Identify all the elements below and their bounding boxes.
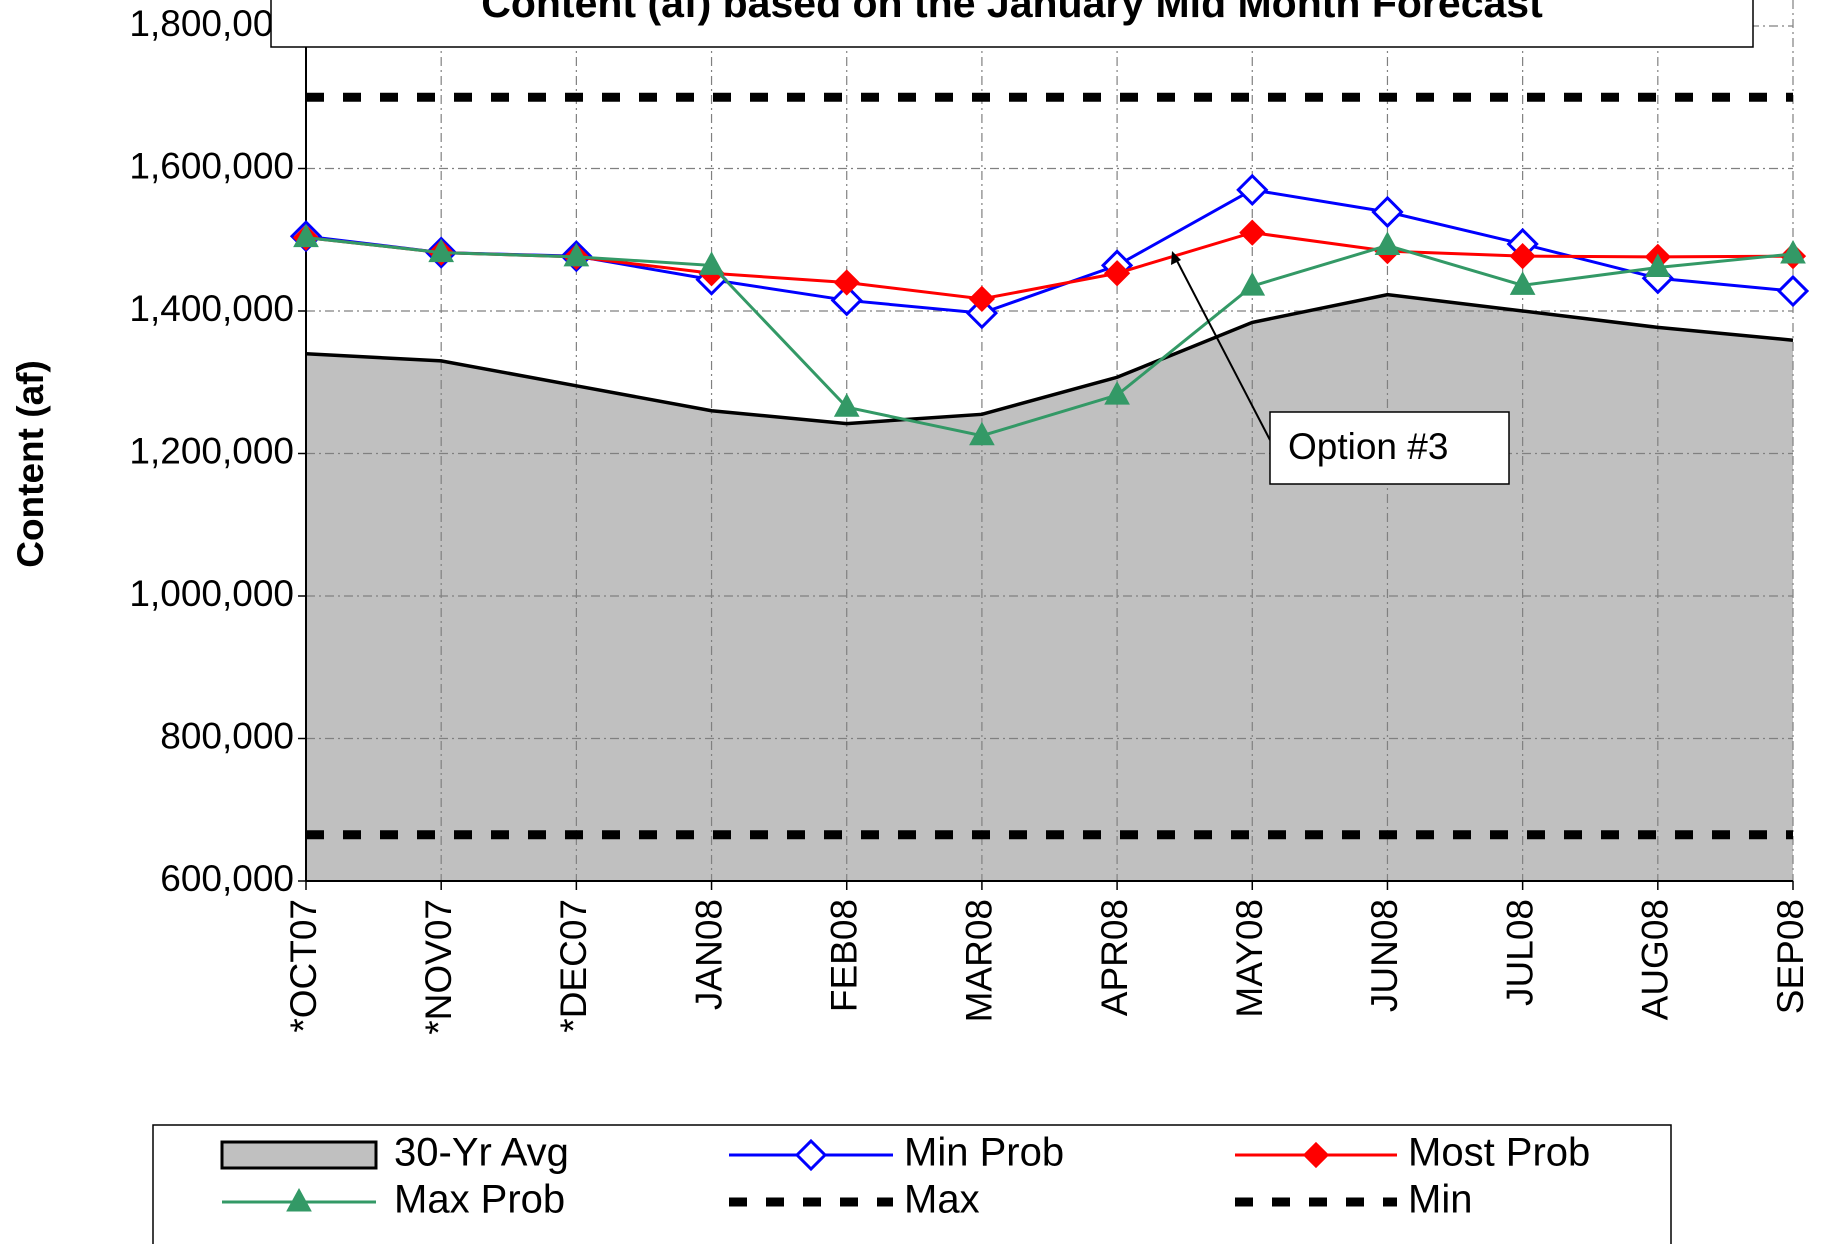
legend-swatch — [220, 1140, 378, 1170]
annotation-arrow — [1174, 256, 1271, 441]
legend-label: 30-Yr Avg — [394, 1131, 569, 1175]
x-tick-label: JAN08 — [688, 899, 729, 1010]
annotation-arrowhead — [1171, 251, 1181, 265]
marker — [1239, 272, 1266, 296]
legend-label: Max Prob — [394, 1178, 565, 1222]
marker — [563, 242, 590, 267]
marker — [1236, 173, 1269, 206]
y-tick-label: 1,600,000 — [129, 145, 294, 186]
marker — [286, 1187, 312, 1212]
x-tick-label: MAY08 — [1229, 899, 1270, 1018]
marker — [1371, 195, 1404, 229]
x-tick-label: JUL08 — [1499, 899, 1540, 1006]
marker — [1644, 253, 1671, 278]
marker — [968, 285, 996, 313]
legend-label: Most Prob — [1408, 1131, 1590, 1175]
legend-label: Max — [904, 1178, 980, 1222]
marker — [293, 223, 319, 248]
y-tick-label: 1,400,000 — [129, 288, 294, 329]
series-line — [305, 236, 1794, 438]
marker — [1104, 381, 1130, 405]
annotation: Option #3 — [1288, 426, 1448, 467]
x-tick-label: SEP08 — [1770, 899, 1811, 1014]
y-tick-label: 800,000 — [160, 715, 294, 756]
x-tick-label: APR08 — [1094, 899, 1135, 1016]
marker — [1509, 243, 1536, 270]
marker — [830, 284, 863, 317]
plot-area: 600,000 800,000 1,000,000 1,200,000 1,400,00… — [129, 0, 1811, 1035]
marker — [1509, 271, 1536, 295]
y-tick-label: 1,200,000 — [129, 430, 294, 471]
marker — [1302, 1141, 1330, 1169]
marker — [833, 269, 860, 296]
title-box — [270, 0, 1754, 48]
marker — [965, 297, 999, 330]
legend — [152, 1124, 1672, 1244]
marker — [1776, 274, 1810, 308]
marker — [794, 1138, 828, 1172]
chart-title: Content (af) based on the January Mid Mo… — [481, 0, 1543, 26]
marker — [1239, 219, 1266, 246]
x-tick-label: AUG08 — [1635, 899, 1676, 1020]
x-tick-label: MAR08 — [959, 899, 1000, 1022]
legend-items: 30-Yr Avg Min Prob Most Prob Max Prob Max Min — [220, 1131, 1590, 1222]
y-axis-title: Content (af) — [10, 360, 51, 568]
marker — [428, 238, 455, 263]
x-tick-label: *DEC07 — [553, 899, 594, 1033]
legend-label: Min Prob — [904, 1131, 1064, 1175]
y-tick-label: 1,000,000 — [129, 573, 294, 614]
y-tick-label: 600,000 — [160, 858, 294, 899]
y-tick-label: 1,800,000 — [129, 3, 294, 44]
area-line — [305, 292, 1794, 426]
x-tick-label: *OCT07 — [283, 899, 324, 1033]
marker — [1374, 231, 1401, 255]
area — [306, 294, 1793, 881]
series-line — [305, 188, 1794, 315]
marker — [969, 421, 995, 446]
x-tick-label: JUN08 — [1364, 899, 1405, 1012]
legend-label: Min — [1408, 1178, 1472, 1222]
marker — [698, 251, 725, 275]
marker — [1780, 239, 1806, 264]
annotation-box — [1269, 411, 1510, 485]
marker — [833, 393, 860, 417]
x-tick-label: FEB08 — [824, 899, 865, 1012]
marker — [1103, 260, 1131, 287]
x-tick-label: *NOV07 — [418, 899, 459, 1035]
